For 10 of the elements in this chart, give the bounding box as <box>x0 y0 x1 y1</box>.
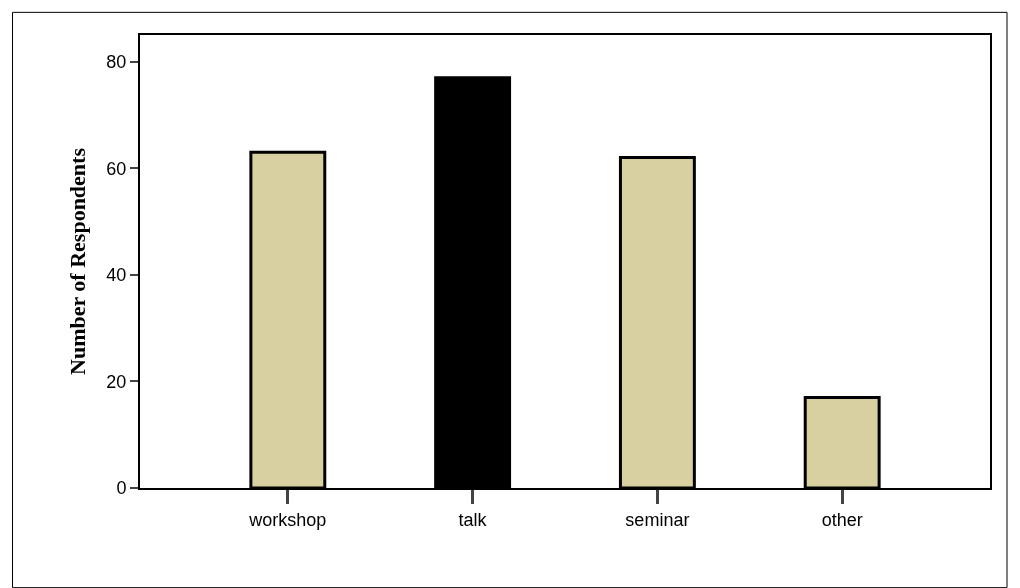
y-tick-label: 80 <box>106 51 127 72</box>
y-tick-label: 40 <box>106 265 127 286</box>
y-tick-label: 0 <box>116 478 127 499</box>
y-tick-label: 60 <box>106 158 127 179</box>
x-tick-label: workshop <box>248 509 327 530</box>
y-tick-label: 20 <box>106 371 127 392</box>
y-axis-title: Number of Respondents <box>64 147 90 375</box>
x-tick-label: seminar <box>625 509 690 530</box>
x-tick-label: talk <box>458 509 488 530</box>
x-tick-label: other <box>821 509 863 530</box>
